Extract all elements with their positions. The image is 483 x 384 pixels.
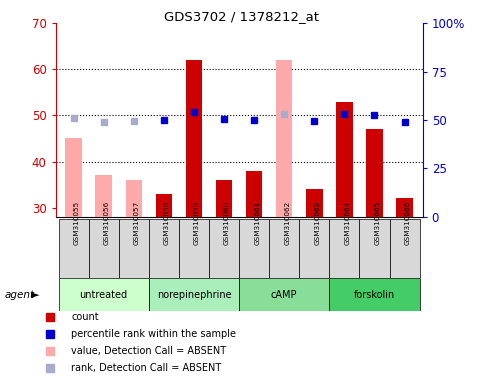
Bar <box>306 189 323 217</box>
Bar <box>329 278 420 311</box>
Bar <box>126 180 142 217</box>
Text: agent: agent <box>5 290 35 300</box>
Bar <box>156 194 172 217</box>
Bar <box>389 219 420 278</box>
Text: GSM310060: GSM310060 <box>224 201 230 245</box>
Text: count: count <box>71 312 99 322</box>
Bar <box>396 199 413 217</box>
Bar <box>216 180 232 217</box>
Text: GSM310061: GSM310061 <box>254 201 260 245</box>
Bar <box>239 278 329 311</box>
Bar <box>179 219 209 278</box>
Bar <box>58 219 89 278</box>
Text: percentile rank within the sample: percentile rank within the sample <box>71 329 236 339</box>
Text: forskolin: forskolin <box>354 290 395 300</box>
Text: GSM310064: GSM310064 <box>344 201 350 245</box>
Bar <box>246 171 262 217</box>
Text: GSM310057: GSM310057 <box>134 201 140 245</box>
Text: rank, Detection Call = ABSENT: rank, Detection Call = ABSENT <box>71 363 221 373</box>
Text: GSM310059: GSM310059 <box>194 201 200 245</box>
Bar <box>269 219 299 278</box>
Bar <box>239 219 269 278</box>
Text: GSM310058: GSM310058 <box>164 201 170 245</box>
Text: GDS3702 / 1378212_at: GDS3702 / 1378212_at <box>164 10 319 23</box>
Bar <box>359 219 389 278</box>
Bar <box>149 219 179 278</box>
Text: GSM310056: GSM310056 <box>104 201 110 245</box>
Bar <box>58 278 149 311</box>
Text: GSM310062: GSM310062 <box>284 201 290 245</box>
Bar <box>65 139 82 217</box>
Bar <box>96 175 112 217</box>
Text: value, Detection Call = ABSENT: value, Detection Call = ABSENT <box>71 346 226 356</box>
Bar <box>149 278 239 311</box>
Bar <box>276 60 293 217</box>
Bar <box>89 219 119 278</box>
Bar <box>209 219 239 278</box>
Text: GSM310066: GSM310066 <box>405 201 411 245</box>
Bar <box>185 60 202 217</box>
Text: ►: ► <box>30 290 39 300</box>
Text: GSM310063: GSM310063 <box>314 201 320 245</box>
Bar <box>336 101 353 217</box>
Text: GSM310055: GSM310055 <box>73 201 80 245</box>
Text: untreated: untreated <box>80 290 128 300</box>
Text: GSM310065: GSM310065 <box>374 201 381 245</box>
Bar <box>119 219 149 278</box>
Text: cAMP: cAMP <box>271 290 298 300</box>
Bar <box>299 219 329 278</box>
Text: norepinephrine: norepinephrine <box>156 290 231 300</box>
Bar <box>366 129 383 217</box>
Bar <box>329 219 359 278</box>
